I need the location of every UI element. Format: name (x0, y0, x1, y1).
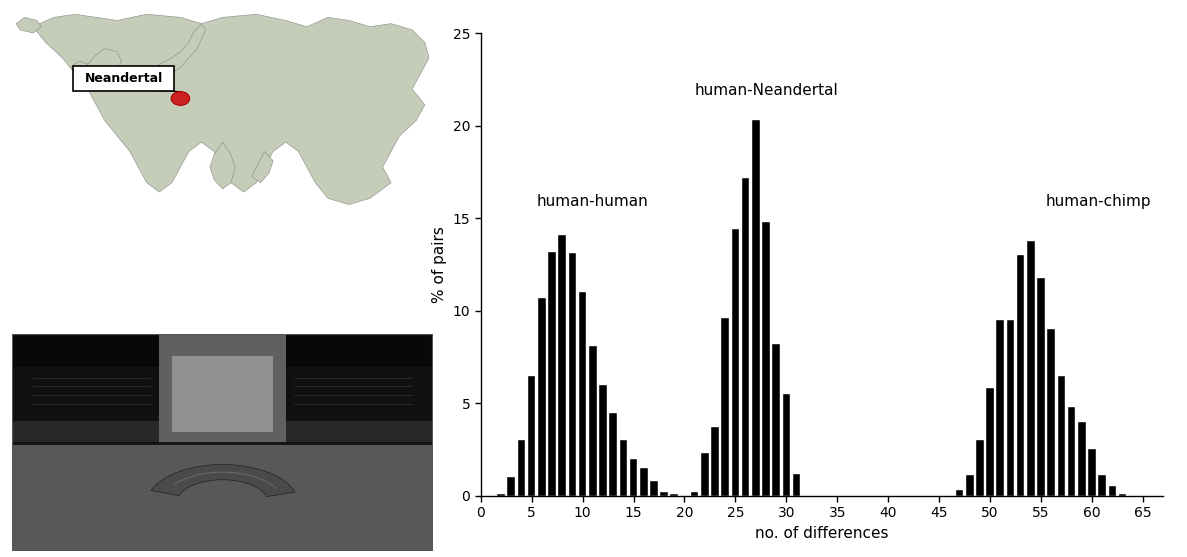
Bar (159, 334, 286, 443)
Bar (956, 490, 964, 496)
Bar (966, 475, 973, 496)
Bar (12, 356, 159, 421)
Polygon shape (210, 142, 235, 189)
Bar (12, 334, 433, 417)
Bar (518, 440, 526, 496)
Bar (1098, 475, 1106, 496)
Circle shape (171, 91, 190, 105)
Y-axis label: % of pairs: % of pairs (432, 226, 447, 303)
Bar (620, 440, 627, 496)
Bar (12, 334, 159, 367)
Bar (1037, 277, 1045, 496)
Bar (1058, 375, 1065, 496)
Bar (589, 346, 597, 496)
Bar (569, 253, 576, 496)
Text: human-Neandertal: human-Neandertal (694, 83, 838, 98)
Polygon shape (88, 48, 121, 80)
Bar (630, 459, 637, 496)
Bar (751, 120, 760, 496)
Polygon shape (151, 23, 205, 80)
Bar (773, 344, 780, 496)
Bar (986, 388, 994, 496)
Bar (172, 356, 273, 432)
Bar (497, 494, 504, 496)
Bar (660, 492, 668, 496)
Bar (722, 318, 729, 496)
Bar (782, 394, 791, 496)
Bar (650, 481, 658, 496)
Bar (599, 385, 607, 496)
Bar (996, 320, 1004, 496)
Polygon shape (33, 14, 429, 204)
Polygon shape (17, 17, 42, 33)
Bar (671, 494, 678, 496)
Bar (12, 443, 433, 551)
Bar (286, 356, 433, 421)
Bar (1027, 241, 1035, 496)
Bar (1068, 407, 1075, 496)
Bar (1118, 494, 1126, 496)
Polygon shape (71, 61, 88, 74)
Bar (1017, 255, 1024, 496)
Bar (1047, 329, 1055, 496)
Bar (1088, 449, 1096, 496)
Bar (1078, 422, 1086, 496)
FancyBboxPatch shape (72, 66, 174, 91)
Bar (702, 453, 709, 496)
Bar (793, 473, 800, 496)
Text: human-human: human-human (537, 194, 648, 209)
Bar (508, 477, 515, 496)
Text: human-chimp: human-chimp (1046, 194, 1151, 209)
Bar (609, 413, 617, 496)
Bar (538, 298, 546, 496)
Bar (691, 492, 698, 496)
Bar (1109, 486, 1116, 496)
Bar (528, 375, 535, 496)
Bar (640, 468, 648, 496)
Polygon shape (151, 465, 296, 497)
Bar (731, 229, 740, 496)
Bar (711, 427, 719, 496)
Bar (33, 349, 412, 410)
Bar (1007, 320, 1014, 496)
Bar (579, 292, 586, 496)
Bar (558, 235, 566, 496)
Bar (762, 222, 770, 496)
Bar (742, 178, 749, 496)
Bar (976, 440, 984, 496)
X-axis label: no. of differences: no. of differences (755, 526, 889, 541)
Text: Neandertal: Neandertal (84, 72, 163, 85)
Bar (286, 334, 433, 367)
Polygon shape (252, 152, 273, 183)
Bar (548, 252, 556, 496)
